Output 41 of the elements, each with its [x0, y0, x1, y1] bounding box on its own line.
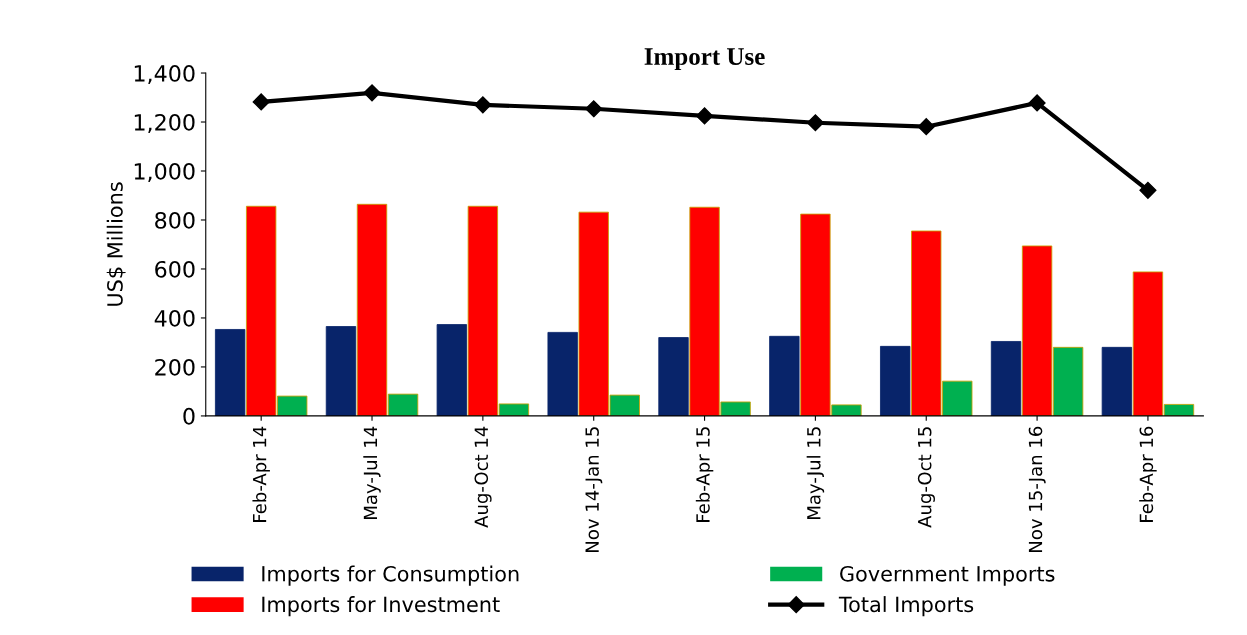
x-tick-label: Feb-Apr 14	[252, 426, 270, 522]
point	[252, 93, 270, 111]
bar	[880, 345, 911, 416]
bar	[214, 329, 246, 416]
bar	[325, 326, 357, 416]
point	[1028, 94, 1046, 112]
x-tick-label: May-Jul 15	[806, 427, 825, 519]
y-tick-label: 0	[183, 407, 195, 425]
y-tick-label: 800	[155, 211, 195, 229]
x-tick-label: Aug-Oct 15	[917, 427, 935, 528]
y-tick-label: 1,400	[134, 64, 195, 85]
point	[363, 84, 381, 102]
y-tick-label: 200	[155, 358, 195, 376]
x-tick-label: Nov 15-Jan 16	[1028, 426, 1046, 552]
bar	[658, 337, 689, 416]
legend-label: Imports for Consumption	[262, 565, 519, 586]
y-axis-title: US$ Millions	[106, 182, 126, 306]
y-tick-label: 600	[155, 260, 195, 278]
y-tick-label: 400	[154, 309, 195, 327]
legend-label: Government Imports	[840, 565, 1055, 586]
y-tick-label: 1,000	[134, 162, 195, 183]
legend-label: Total Imports	[838, 596, 974, 617]
bar	[547, 331, 578, 416]
bar	[1101, 346, 1133, 416]
point	[474, 96, 492, 114]
point	[806, 114, 824, 132]
legend-label: Imports for Investment	[262, 596, 500, 617]
bar	[990, 341, 1022, 416]
point	[585, 100, 603, 118]
bar	[436, 324, 467, 416]
point	[1139, 181, 1157, 199]
y-tick-label: 1,200	[134, 113, 195, 134]
x-tick-label: Nov 14-Jan 15	[585, 427, 603, 552]
x-tick-label: Feb-Apr 16	[1139, 426, 1157, 522]
x-tick-label: Aug-Oct 14	[474, 426, 492, 528]
point	[696, 107, 714, 125]
x-tick-label: Feb-Apr 15	[695, 427, 714, 522]
bar	[769, 335, 800, 416]
chart-title: Import Use	[644, 48, 765, 71]
x-tick-label: May-Jul 14	[363, 426, 381, 519]
point	[917, 118, 935, 136]
